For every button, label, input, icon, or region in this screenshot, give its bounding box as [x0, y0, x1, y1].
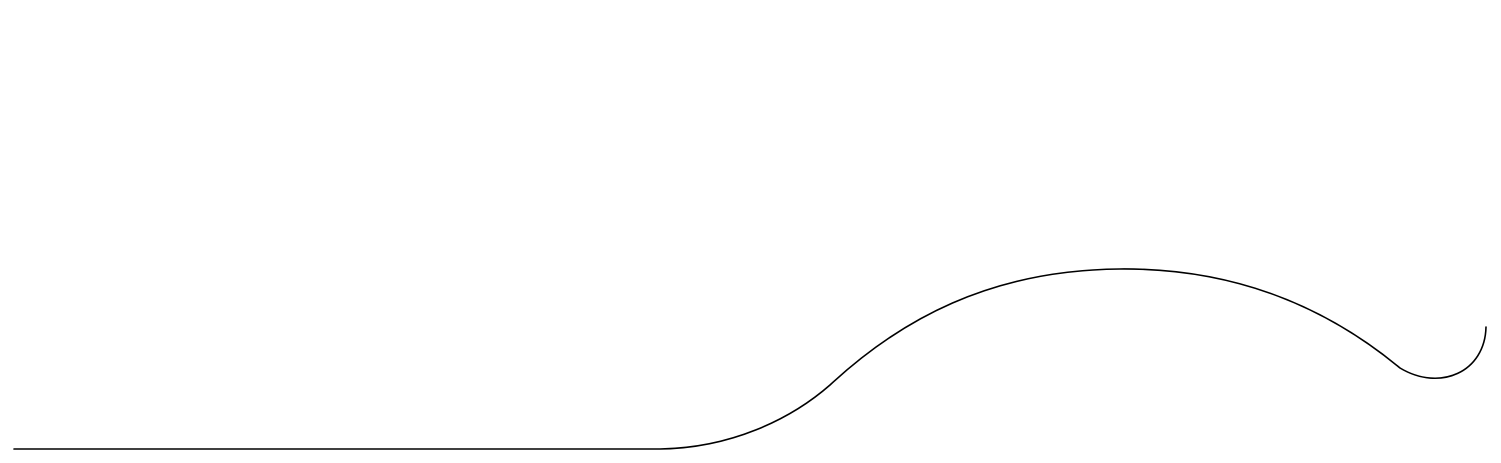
profile-curve [13, 268, 1487, 450]
